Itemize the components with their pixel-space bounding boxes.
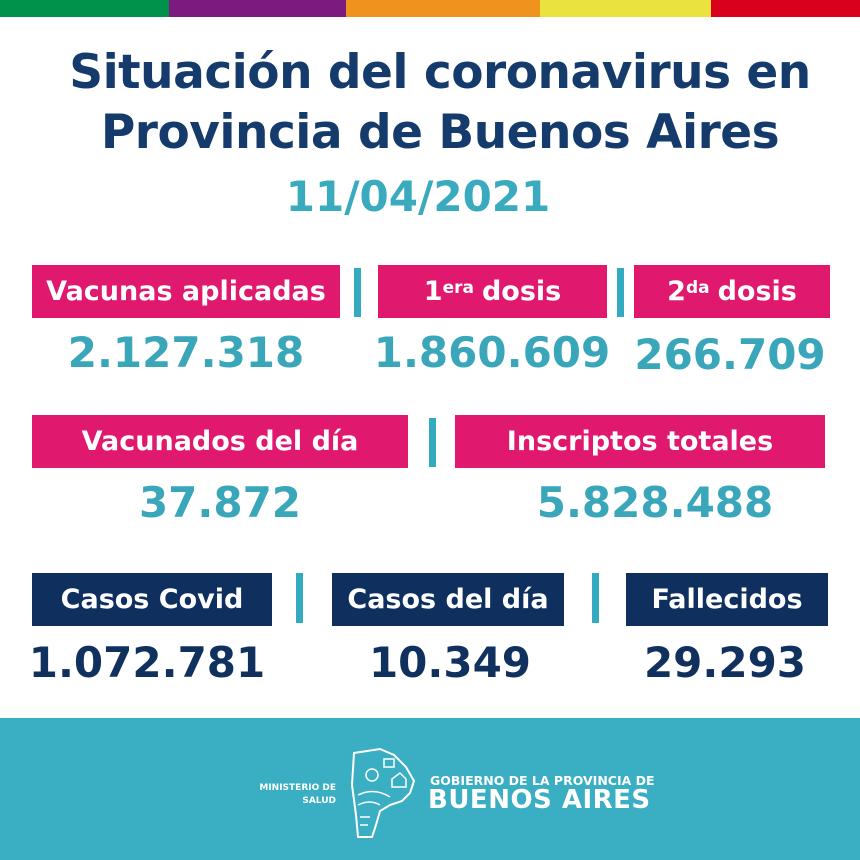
divider	[354, 268, 361, 317]
first-dose-number: 1	[423, 276, 443, 307]
ministry-label: MINISTERIO DE SALUD	[259, 783, 336, 806]
divider	[617, 268, 624, 317]
color-stripe-yellow	[540, 0, 711, 17]
color-stripe-green	[0, 0, 169, 17]
first-dose-text: dosis	[481, 276, 562, 307]
second-dose-text: dosis	[717, 276, 797, 307]
buenos-aires-label: BUENOS AIRES	[428, 785, 651, 815]
vaccinated-today-value: 37.872	[138, 478, 302, 527]
covid-cases-value: 1.072.781	[28, 638, 266, 687]
vaccines-applied-value: 2.127.318	[67, 328, 305, 377]
deaths-label: Fallecidos	[626, 573, 828, 626]
page-title-line1: Situación del coronavirus en	[69, 45, 811, 100]
second-dose-label: 2 da dosis	[634, 265, 830, 318]
first-dose-label: 1 era dosis	[378, 265, 607, 318]
color-stripe-orange	[346, 0, 540, 17]
divider	[296, 573, 303, 623]
registered-total-label: Inscriptos totales	[455, 415, 825, 468]
vaccines-applied-label: Vacunas aplicadas	[32, 265, 340, 318]
page-title-line2: Provincia de Buenos Aires	[100, 105, 780, 160]
covid-cases-label: Casos Covid	[32, 573, 272, 626]
province-map-logo-icon	[350, 747, 416, 838]
deaths-value: 29.293	[643, 638, 807, 687]
government-label: GOBIERNO DE LA PROVINCIA DE	[430, 773, 655, 788]
daily-cases-label: Casos del día	[332, 573, 564, 626]
color-stripe-red	[711, 0, 860, 17]
footer-band	[0, 718, 860, 860]
second-dose-value: 266.709	[634, 330, 826, 379]
report-date: 11/04/2021	[285, 172, 551, 221]
color-stripe-purple	[169, 0, 346, 17]
registered-total-value: 5.828.488	[536, 478, 774, 527]
first-dose-value: 1.860.609	[373, 328, 611, 377]
daily-cases-value: 10.349	[368, 638, 532, 687]
first-dose-suffix: era	[442, 277, 474, 298]
second-dose-suffix: da	[685, 277, 710, 298]
divider	[592, 573, 599, 623]
second-dose-number: 2	[667, 276, 686, 307]
divider	[429, 418, 436, 467]
vaccinated-today-label: Vacunados del día	[32, 415, 408, 468]
